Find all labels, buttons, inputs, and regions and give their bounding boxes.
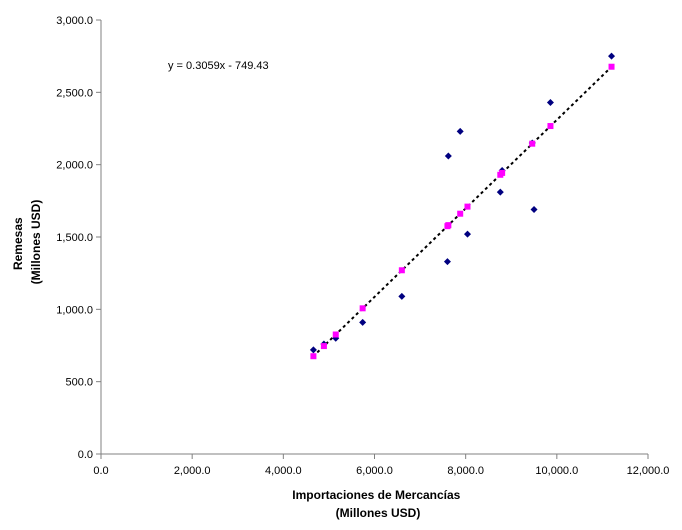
data-point-square	[398, 267, 405, 274]
data-point-diamond	[444, 152, 452, 160]
data-point-diamond	[608, 52, 616, 60]
data-point-diamond	[398, 292, 406, 300]
y-tick-label: 500.0	[65, 377, 93, 389]
data-point-diamond	[309, 346, 317, 354]
data-point-diamond	[443, 258, 451, 266]
data-point-square	[359, 305, 366, 312]
x-tick-label: 12,000.0	[627, 465, 670, 477]
y-tick-label: 1,000.0	[56, 304, 93, 316]
x-axis-title-line-2: (Millones USD)	[336, 506, 421, 520]
data-point-diamond	[530, 206, 538, 214]
x-tick-label: 6,000.0	[356, 465, 393, 477]
trendline-equation: y = 0.3059x - 749.43	[168, 60, 269, 72]
tick-marks	[96, 19, 649, 459]
x-tick-label: 8,000.0	[447, 465, 484, 477]
x-tick-label: 0.0	[93, 465, 108, 477]
tick-labels: 0.0 500.0 1,000.0 1,500.0 2,000.0 2,500.0 3,00…	[56, 15, 669, 477]
y-axis-title: Remesas (Millones USD)	[11, 200, 43, 285]
data-point-square	[445, 222, 452, 229]
data-points	[309, 52, 616, 360]
data-point-square	[457, 210, 464, 217]
x-tick-label: 4,000.0	[265, 465, 302, 477]
data-point-square	[320, 343, 327, 350]
x-axis-title-line-1: Importaciones de Mercancías	[292, 488, 460, 502]
data-point-diamond	[496, 188, 504, 196]
data-point-square	[608, 63, 615, 70]
data-point-diamond	[359, 318, 367, 326]
x-tick-label: 10,000.0	[535, 465, 578, 477]
y-axis-title-line-2: (Millones USD)	[29, 200, 43, 285]
data-point-square	[332, 331, 339, 338]
y-tick-label: 3,000.0	[56, 15, 93, 27]
data-point-diamond	[456, 127, 464, 135]
x-axis-title: Importaciones de Mercancías (Millones US…	[292, 488, 463, 520]
data-point-square	[529, 140, 536, 147]
x-tick-label: 2,000.0	[174, 465, 211, 477]
data-point-diamond	[546, 98, 554, 106]
data-point-square	[310, 353, 317, 360]
data-point-square	[499, 169, 506, 176]
y-tick-label: 0.0	[78, 449, 93, 461]
y-tick-label: 1,500.0	[56, 232, 93, 244]
data-point-square	[464, 203, 471, 210]
data-point-diamond	[463, 230, 471, 238]
axes	[100, 20, 648, 455]
y-axis-title-line-1: Remesas	[11, 217, 25, 270]
y-tick-label: 2,000.0	[56, 160, 93, 172]
y-tick-label: 2,500.0	[56, 87, 93, 99]
data-point-square	[547, 123, 554, 130]
